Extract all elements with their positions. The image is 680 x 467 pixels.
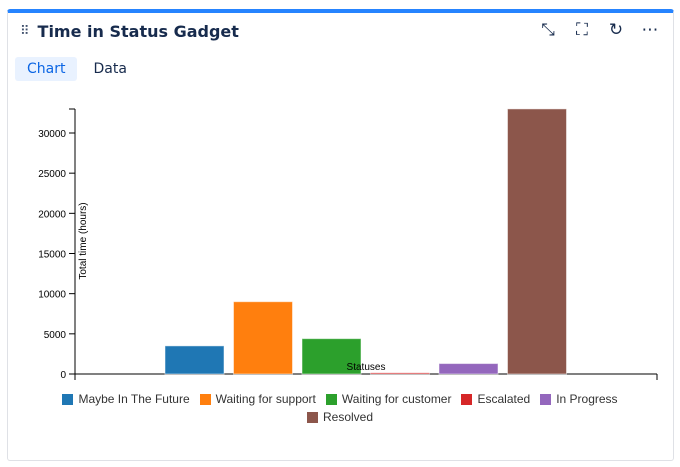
legend-swatch [199,393,211,405]
gadget-title: Time in Status Gadget [37,22,239,41]
refresh-icon[interactable]: ↻ [608,20,624,40]
more-icon[interactable]: ⋯ [641,20,659,40]
y-axis-label: Total time (hours) [78,202,89,279]
y-tick-label: 0 [60,370,66,381]
legend-label: Escalated [477,392,531,406]
legend-item[interactable]: Waiting for customer [325,392,452,406]
drag-handle-icon[interactable]: ⠿ [20,24,29,39]
bar-in-progress [438,363,499,375]
legend-swatch [540,393,552,405]
x-axis-label: Statuses [347,362,386,373]
y-tick-label: 10000 [38,290,66,301]
tab-data[interactable]: Data [93,61,127,77]
legend-swatch [461,393,473,405]
legend-swatch [62,393,74,405]
bar-maybe-in-the-future [164,345,225,375]
legend-item[interactable]: Waiting for support [199,392,316,406]
legend-label: Waiting for support [215,392,316,406]
legend-swatch [306,411,318,423]
bar-escalated [370,372,430,375]
bar-waiting-for-support [233,301,293,375]
minimize-icon[interactable]: ⤡ [541,20,555,40]
gadget-header: ⠿ Time in Status Gadget [20,22,239,41]
tab-chart[interactable]: Chart [15,57,78,81]
legend: Maybe In The Future Waiting for support Wa… [40,392,640,424]
y-tick-label: 25000 [38,169,66,180]
bar-resolved [507,108,567,375]
legend-label: Resolved [322,410,374,424]
legend-label: Maybe In The Future [78,392,190,406]
y-tick-label: 15000 [38,250,66,261]
legend-swatch [325,393,337,405]
legend-item[interactable]: Resolved [306,410,374,424]
legend-label: In Progress [556,392,618,406]
bar-waiting-for-customer [301,338,362,375]
y-tick-label: 5000 [44,330,67,341]
y-tick-label: 20000 [38,209,66,220]
legend-item[interactable]: Maybe In The Future [62,392,190,406]
legend-item[interactable]: Escalated [461,392,530,406]
legend-item[interactable]: In Progress [540,392,618,406]
fullscreen-icon[interactable]: ⛶ [576,20,588,40]
legend-label: Waiting for customer [341,392,452,406]
y-tick-label: 30000 [38,129,66,140]
